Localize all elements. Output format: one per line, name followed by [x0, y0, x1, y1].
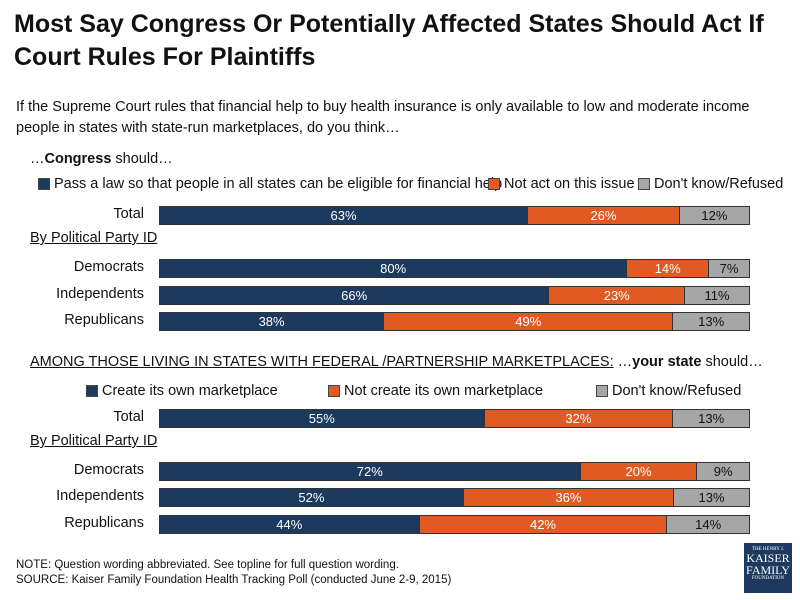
chart-title: Most Say Congress Or Potentially Affecte…: [14, 10, 764, 71]
bar-segment-republicans-2: 14%: [666, 515, 750, 534]
bar-segment-republicans-0: 44%: [159, 515, 420, 534]
category-label: Total: [113, 206, 144, 222]
legend-swatch: [638, 178, 650, 190]
category-label: Republicans: [64, 312, 144, 328]
legend-label: Not act on this issue: [504, 176, 635, 192]
bar-segment-total-2: 12%: [678, 206, 750, 225]
question-bold: your state: [632, 354, 702, 370]
category-label: Total: [113, 409, 144, 425]
source-text: SOURCE: Kaiser Family Foundation Health …: [16, 574, 452, 586]
bar-segment-total-2: 13%: [672, 409, 750, 428]
legend-label: Don't know/Refused: [654, 176, 784, 192]
legend-swatch: [38, 178, 50, 190]
group-label: By Political Party ID: [30, 230, 158, 246]
category-label: Republicans: [64, 515, 144, 531]
question-suffix: should…: [111, 151, 173, 167]
question-prefix: AMONG THOSE LIVING IN STATES WITH FEDERA…: [30, 354, 614, 370]
category-label: Democrats: [73, 259, 144, 275]
bar-segment-independents-0: 52%: [159, 488, 464, 507]
category-label: Independents: [56, 286, 144, 302]
bar-segment-independents-1: 36%: [462, 488, 675, 507]
legend-label: Pass a law so that people in all states …: [54, 176, 503, 192]
bar-segment-republicans-0: 38%: [159, 312, 385, 331]
bar-segment-republicans-2: 13%: [672, 312, 750, 331]
question-0: …Congress should…: [30, 151, 173, 167]
legend-swatch: [86, 385, 98, 397]
question-suffix: should…: [701, 354, 763, 370]
bar-segment-democrats-1: 14%: [626, 259, 710, 278]
bar-segment-republicans-1: 42%: [418, 515, 668, 534]
chart-subtitle: If the Supreme Court rules that financia…: [16, 99, 750, 136]
group-label: By Political Party ID: [30, 433, 158, 449]
legend-item: Not create its own marketplace: [328, 383, 543, 399]
bar-segment-democrats-0: 72%: [159, 462, 581, 481]
question-1: AMONG THOSE LIVING IN STATES WITH FEDERA…: [30, 354, 763, 370]
bar-segment-democrats-0: 80%: [159, 259, 628, 278]
bar-segment-republicans-1: 49%: [383, 312, 674, 331]
note-text: NOTE: Question wording abbreviated. See …: [16, 559, 399, 571]
bar-segment-democrats-1: 20%: [579, 462, 698, 481]
category-label: Democrats: [73, 462, 144, 478]
bar-segment-democrats-2: 7%: [708, 259, 750, 278]
legend-item: Don't know/Refused: [596, 383, 741, 399]
kff-logo: THE HENRY J. KAISER FAMILY FOUNDATION: [744, 543, 792, 593]
legend-swatch: [328, 385, 340, 397]
question-prefix: …: [30, 151, 45, 167]
legend-item: Pass a law so that people in all states …: [38, 176, 502, 192]
legend-item: Don't know/Refused: [638, 176, 783, 192]
question-mid: …: [613, 354, 633, 370]
legend-item: Create its own marketplace: [86, 383, 278, 399]
legend-label: Create its own marketplace: [102, 383, 278, 399]
category-label: Independents: [56, 488, 144, 504]
bar-segment-independents-1: 23%: [548, 286, 686, 305]
bar-segment-independents-2: 11%: [684, 286, 750, 305]
question-bold: Congress: [44, 151, 112, 167]
bar-segment-independents-2: 13%: [673, 488, 750, 507]
bar-segment-total-1: 32%: [483, 409, 674, 428]
bar-segment-democrats-2: 9%: [696, 462, 750, 481]
notes: NOTE: Question wording abbreviated. See …: [16, 558, 451, 588]
bar-segment-independents-0: 66%: [159, 286, 550, 305]
bar-segment-total-0: 63%: [159, 206, 529, 225]
legend-label: Don't know/Refused: [612, 383, 742, 399]
legend-label: Not create its own marketplace: [344, 383, 544, 399]
legend-swatch: [596, 385, 608, 397]
legend-item: Not act on this issue: [488, 176, 635, 192]
bar-segment-total-0: 55%: [159, 409, 485, 428]
bar-segment-total-1: 26%: [527, 206, 680, 225]
legend-swatch: [488, 178, 500, 190]
